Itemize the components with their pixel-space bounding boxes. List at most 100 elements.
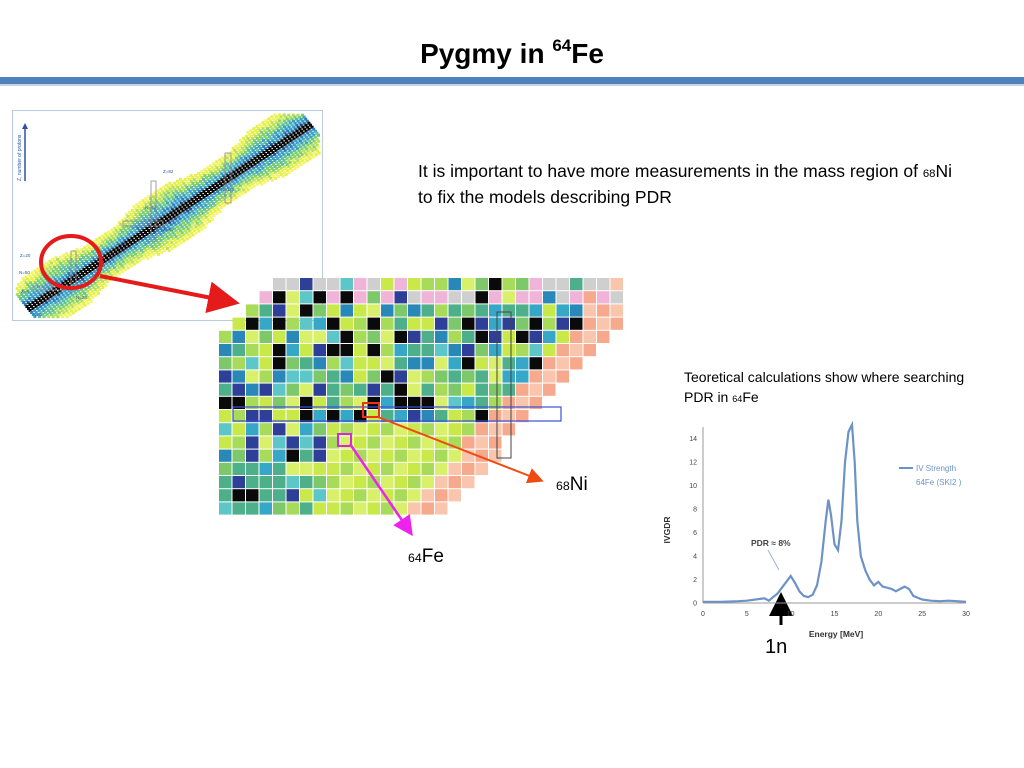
nuclide-cell: [131, 220, 135, 224]
nuclide-cell: [107, 270, 110, 274]
nuclide-cell: [289, 121, 292, 125]
zoom-nuclide-cell: [246, 304, 259, 317]
nuclide-cell: [275, 115, 278, 119]
nuclide-cell: [246, 188, 250, 192]
nuclide-cell: [260, 143, 264, 146]
nuclide-cell: [115, 234, 118, 238]
nuclide-cell: [276, 157, 280, 161]
nuclide-cell: [310, 131, 314, 135]
nuclide-cell: [180, 213, 184, 217]
nuclide-cell: [113, 272, 117, 276]
nuclide-cell: [188, 195, 192, 199]
nuclide-cell: [286, 147, 290, 151]
nuclide-cell: [50, 307, 53, 311]
nuclide-cell: [191, 176, 195, 179]
nuclide-cell: [297, 155, 301, 159]
zoom-nuclide-cell: [408, 449, 421, 462]
nuclide-cell: [234, 196, 238, 200]
nuclide-cell: [199, 197, 203, 201]
nuclide-cell: [104, 232, 108, 236]
zoom-nuclide-cell: [273, 317, 286, 330]
nuclide-cell: [278, 171, 282, 174]
nuclide-cell: [242, 154, 246, 158]
nuclide-cell: [231, 152, 235, 156]
nuclide-cell: [161, 195, 165, 199]
nuclide-cell: [111, 258, 115, 262]
nuclide-cell: [188, 217, 191, 221]
zoom-nuclide-cell: [489, 317, 502, 330]
nuclide-cell: [42, 297, 45, 301]
zoom-nuclide-cell: [381, 462, 394, 475]
nuclide-cell: [270, 127, 274, 131]
zoom-nuclide-cell: [259, 357, 272, 370]
nuclide-cell: [261, 172, 265, 176]
nuclide-cell: [314, 141, 318, 145]
nuclide-cell: [59, 313, 63, 317]
nuclide-cell: [203, 174, 207, 178]
zoom-nuclide-cell: [313, 436, 326, 449]
nuclide-cell: [122, 238, 126, 242]
nuclide-cell: [125, 218, 129, 222]
nuclide-cell: [280, 151, 284, 155]
fe64-label: 64Fe: [408, 546, 444, 567]
zoom-nuclide-cell: [529, 291, 542, 304]
nuclide-cell: [200, 170, 204, 174]
nuclide-cell: [238, 166, 242, 170]
nuclide-cell: [116, 224, 120, 228]
nuclide-cell: [263, 168, 266, 172]
nuclide-cell: [220, 166, 223, 170]
nuclide-cell: [136, 226, 140, 230]
nuclide-cell: [170, 207, 174, 211]
nuclide-cell: [211, 196, 215, 199]
zoom-nuclide-cell: [489, 330, 502, 343]
zoom-nuclide-cell: [313, 462, 326, 475]
nuclide-cell: [132, 244, 136, 248]
nuclide-cell: [195, 215, 199, 219]
nuclide-cell: [251, 131, 254, 134]
nuclide-cell: [147, 195, 151, 199]
nuclide-cell: [262, 156, 266, 160]
nuclide-cell: [217, 180, 221, 184]
nuclide-cell: [112, 236, 115, 240]
nuclide-cell: [155, 217, 159, 221]
nuclide-cell: [200, 188, 204, 191]
nuclide-cell: [193, 229, 196, 233]
zoom-nuclide-cell: [583, 278, 596, 291]
nuclide-cell: [131, 232, 135, 236]
nuclide-cell: [108, 278, 112, 282]
nuclide-cell: [104, 244, 108, 248]
nuclide-cell: [165, 241, 169, 245]
nuclide-cell: [88, 297, 91, 301]
nuclide-cell: [280, 145, 284, 149]
nuclide-cell: [235, 174, 239, 178]
nuclide-cell: [74, 291, 77, 295]
nuclide-cell: [64, 291, 68, 295]
nuclide-cell: [107, 242, 111, 246]
y-tick-label: 12: [689, 460, 697, 467]
nuclide-cell: [35, 277, 39, 281]
nuclide-cell: [119, 228, 123, 232]
nuclide-cell: [268, 135, 271, 139]
nuclide-cell: [158, 191, 161, 195]
nuclide-cell: [249, 180, 253, 184]
nuclide-cell: [286, 123, 289, 127]
nuclide-cell: [245, 146, 249, 150]
zoom-nuclide-cell: [300, 383, 313, 396]
nuclide-cell: [176, 225, 179, 229]
nuclide-cell: [225, 184, 229, 188]
nuclide-cell: [181, 191, 184, 195]
nuclide-cell: [205, 221, 208, 225]
nuclide-cell: [212, 168, 216, 172]
nuclide-cell: [162, 185, 166, 189]
nuclide-cell: [273, 125, 277, 129]
nuclide-cell: [121, 248, 125, 252]
zoom-nuclide-cell: [300, 278, 313, 291]
nuclide-cell: [145, 215, 148, 219]
zoom-nuclide-cell: [421, 304, 434, 317]
nuclide-cell: [217, 192, 221, 196]
nuclide-cell: [124, 252, 128, 256]
nuclide-cell: [202, 190, 206, 193]
nuclide-cell: [269, 170, 273, 174]
nuclide-cell: [175, 213, 179, 217]
nuclide-cell: [269, 125, 273, 129]
